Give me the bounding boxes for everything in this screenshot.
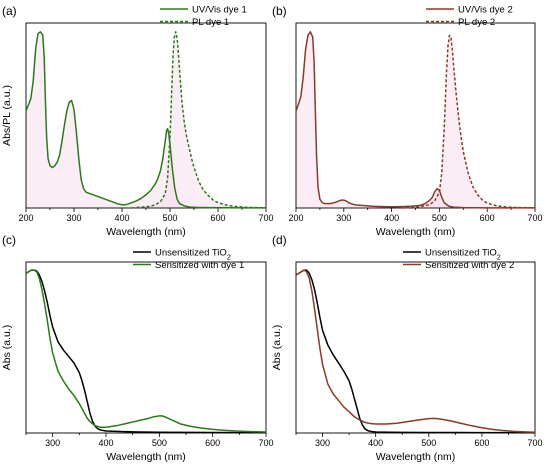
x-tick-label: 300	[315, 438, 330, 448]
panel-letter: (b)	[272, 4, 287, 18]
x-tick-label: 200	[288, 213, 303, 223]
x-tick-label: 300	[45, 438, 60, 448]
y-axis-label: Abs (a.u.)	[271, 325, 283, 371]
x-tick-label: 700	[527, 438, 542, 448]
legend-label: Unsensitized TiO2	[425, 248, 501, 262]
chart-panel-b: 200 300 400 500 600 700 Wavelength (nm) (b) UV/V…	[272, 4, 543, 238]
area-fill	[26, 31, 266, 209]
legend-label: UV/Vis dye 1	[192, 5, 247, 16]
x-tick-label: 500	[432, 213, 447, 223]
x-tick-label: 400	[368, 438, 383, 448]
plot-frame	[25, 261, 267, 434]
legend-label: Unsensitized TiO2	[155, 248, 231, 262]
series-line-2	[25, 269, 267, 433]
x-axis-label: Wavelength (nm)	[376, 451, 456, 463]
legend-label: UV/Vis dye 2	[458, 5, 513, 16]
series-line-1	[25, 31, 266, 209]
x-axis-label: Wavelength (nm)	[376, 226, 456, 238]
x-tick-label: 300	[66, 213, 81, 223]
panel-letter: (a)	[2, 4, 17, 18]
series-line-2	[295, 269, 536, 433]
x-tick-label: 400	[114, 213, 129, 223]
panel-letter: (c)	[2, 233, 16, 247]
x-tick-label: 500	[421, 438, 436, 448]
y-axis-label: Abs/PL (a.u.)	[1, 85, 13, 146]
series-line-2	[401, 34, 536, 209]
x-tick-label: 500	[162, 213, 177, 223]
x-tick-label: 600	[474, 438, 489, 448]
x-axis-label: Wavelength (nm)	[106, 226, 186, 238]
y-axis-label: Abs (a.u.)	[1, 325, 13, 371]
x-tick-label: 700	[527, 213, 542, 223]
chart-panel-c: 300 400 500 600 700 Wavelength (nm) Abs (a.u.)…	[1, 233, 274, 463]
legend-label: PL dye 2	[458, 17, 495, 28]
x-tick-label: 600	[210, 213, 225, 223]
chart-panel-a: 200 300 400 500 600 700 Wavelength (nm) Abs/PL …	[1, 4, 274, 238]
legend-label: Sensitized with dye 1	[155, 260, 244, 271]
x-tick-label: 500	[152, 438, 167, 448]
x-tick-label: 400	[98, 438, 113, 448]
x-tick-label: 200	[18, 213, 33, 223]
legend-label: PL dye 1	[192, 17, 229, 28]
series-line-1	[295, 269, 535, 434]
x-tick-label: 700	[258, 438, 273, 448]
legend-label: Sensitized with dye 2	[425, 260, 514, 271]
x-tick-label: 700	[258, 213, 273, 223]
panel-letter: (d)	[272, 233, 287, 247]
x-tick-label: 400	[384, 213, 399, 223]
x-tick-label: 600	[480, 213, 495, 223]
x-axis-label: Wavelength (nm)	[106, 451, 186, 463]
x-tick-label: 300	[336, 213, 351, 223]
series-line-2	[131, 31, 267, 209]
series-line-1	[25, 269, 266, 434]
legend: UV/Vis dye 2PL dye 2	[426, 5, 513, 28]
x-tick-label: 600	[205, 438, 220, 448]
chart-panel-d: 300 400 500 600 700 Wavelength (nm) Abs (a.u.)…	[271, 233, 543, 463]
legend: UV/Vis dye 1PL dye 1	[160, 5, 247, 28]
series-line-1	[295, 31, 535, 209]
